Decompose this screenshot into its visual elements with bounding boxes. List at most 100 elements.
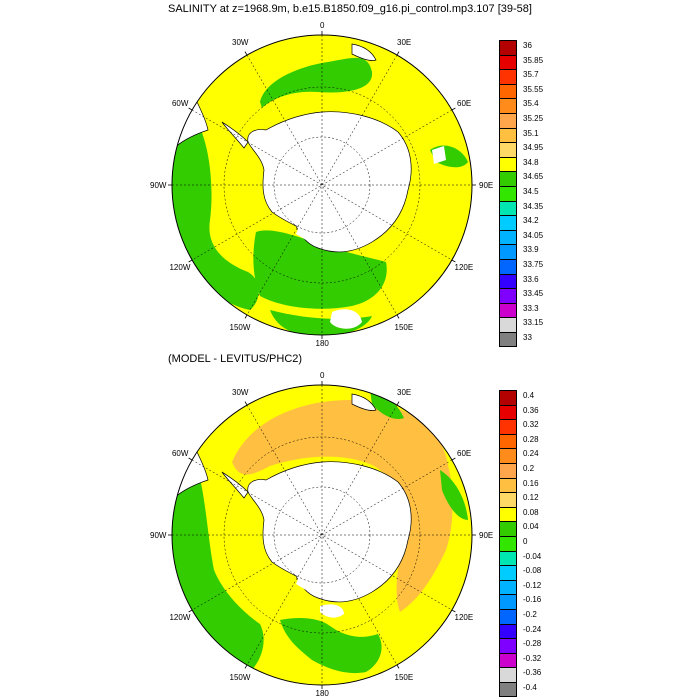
colorbar-swatch (499, 623, 517, 639)
lon-tick (396, 401, 400, 406)
colorbar-label: 34.35 (523, 201, 544, 211)
bottom-map-green-region (172, 470, 264, 672)
bottom-map-green-region (280, 618, 382, 674)
colorbar-swatch (499, 667, 517, 683)
colorbar-label: -0.08 (523, 566, 542, 576)
colorbar-swatch (499, 229, 517, 245)
colorbar-label: 0.2 (523, 464, 535, 473)
lon-label: 180 (315, 339, 329, 348)
colorbar-swatch (499, 652, 517, 668)
colorbar-label: 35.4 (523, 99, 539, 109)
lon-tick (396, 664, 400, 669)
lon-label: 90E (479, 530, 494, 540)
lon-label: 150E (394, 672, 414, 682)
lon-tick (244, 51, 248, 56)
top-map (168, 31, 476, 339)
bottom-map-land (351, 393, 377, 411)
colorbar-swatch (499, 186, 517, 202)
colorbar-label: 34.5 (523, 187, 539, 196)
colorbar-swatch (499, 83, 517, 99)
lon-label: 150W (229, 672, 251, 682)
colorbar-label: -0.28 (523, 639, 542, 649)
lon-label: 90W (150, 180, 167, 190)
colorbar-label: -0.24 (523, 624, 542, 634)
colorbar-swatch (499, 638, 517, 654)
colorbar-label: 35.85 (523, 55, 544, 65)
lon-label: 60E (457, 98, 472, 108)
lon-tick (188, 259, 193, 263)
colorbar-label: 0.32 (523, 420, 539, 430)
lon-label: 30W (232, 38, 249, 48)
lon-label: 120W (169, 262, 191, 272)
lon-tick (244, 664, 248, 669)
colorbar-swatch (499, 609, 517, 625)
lon-tick (188, 609, 193, 613)
colorbar-swatch (499, 332, 517, 347)
colorbar-label: 34.2 (523, 216, 539, 226)
colorbar-swatch (499, 579, 517, 595)
colorbar-swatch (499, 682, 517, 697)
colorbar-swatch (499, 448, 517, 464)
colorbar-swatch (499, 390, 517, 406)
colorbar-label: 33.75 (523, 260, 544, 269)
colorbar-swatch (499, 433, 517, 449)
colorbar-swatch (499, 317, 517, 333)
colorbar-label: 36 (523, 41, 532, 50)
lon-tick (396, 314, 400, 319)
colorbar-swatch (499, 477, 517, 493)
colorbar-label: 33.15 (523, 318, 544, 328)
colorbar-label: 0.04 (523, 522, 539, 532)
colorbar-label: -0.12 (523, 580, 542, 590)
colorbar-swatch (499, 404, 517, 420)
colorbar-swatch (499, 171, 517, 187)
lon-label: 30E (397, 388, 412, 398)
colorbar-swatch (499, 273, 517, 289)
lon-label: 150W (229, 322, 251, 332)
colorbar-swatch (499, 594, 517, 610)
lon-label: 60E (457, 448, 472, 458)
top-map-graticule (172, 35, 472, 335)
lon-label: 0 (320, 21, 325, 30)
lon-label: 30E (397, 38, 412, 48)
bottom-map-missing-data (296, 574, 344, 618)
lon-label: 90W (150, 530, 167, 540)
colorbar-label: 33.3 (523, 303, 539, 313)
colorbar-swatch (499, 98, 517, 114)
colorbar-swatch (499, 565, 517, 581)
bottom-map-antarctica (247, 461, 412, 603)
colorbar-swatch (499, 200, 517, 216)
colorbar-label: 35.55 (523, 84, 544, 94)
colorbar-swatch (499, 127, 517, 143)
colorbar-label: 0.4 (523, 391, 535, 400)
colorbar-label: 34.95 (523, 143, 544, 153)
lon-tick (396, 51, 400, 56)
lon-tick (451, 259, 456, 263)
lon-tick (451, 609, 456, 613)
lon-tick (451, 107, 456, 111)
colorbar-swatch (499, 156, 517, 172)
lon-label: 90E (479, 180, 494, 190)
lon-tick (244, 314, 248, 319)
colorbar-swatch (499, 259, 517, 275)
colorbar-label: -0.16 (523, 595, 542, 605)
colorbar-swatch (499, 419, 517, 435)
top-map-land (351, 43, 377, 61)
colorbar-swatch (499, 288, 517, 304)
colorbar-swatch (499, 463, 517, 479)
lon-label: 0 (320, 371, 325, 380)
colorbar-label: 33.9 (523, 245, 539, 255)
lon-label: 60W (171, 98, 189, 108)
colorbar-swatch (499, 536, 517, 552)
colorbar-swatch (499, 215, 517, 231)
top-map-ticks (168, 31, 476, 339)
colorbar-swatch (499, 40, 517, 56)
colorbar-swatch (499, 69, 517, 85)
colorbar-label: 34.05 (523, 230, 544, 240)
bottom-map-green-region (440, 470, 468, 520)
colorbar-label: -0.36 (523, 668, 542, 678)
lon-tick (244, 401, 248, 406)
colorbar-label: 33.6 (523, 274, 539, 284)
colorbar-label: 35.25 (523, 114, 544, 123)
colorbar-label: -0.32 (523, 653, 542, 663)
